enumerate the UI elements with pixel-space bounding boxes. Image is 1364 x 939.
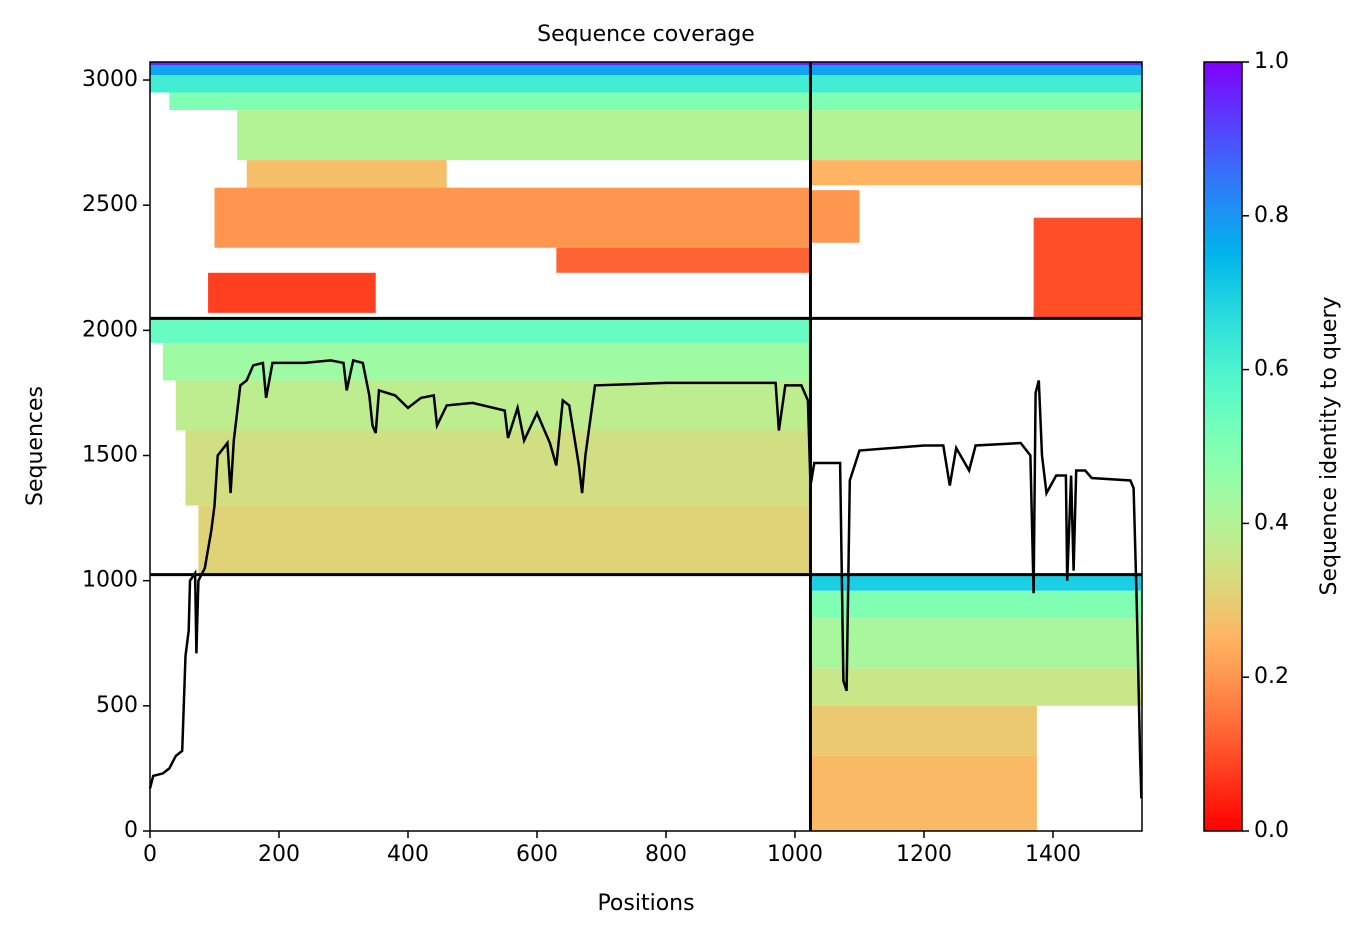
colorbar-tick-label: 0.6	[1254, 357, 1289, 382]
x-axis-label: Positions	[597, 891, 694, 916]
coverage-block	[169, 92, 1143, 111]
x-tick-label: 800	[645, 842, 687, 867]
x-tick-label: 0	[143, 842, 157, 867]
coverage-block	[162, 342, 811, 381]
coverage-block	[246, 160, 447, 191]
colorbar-label: Sequence identity to query	[1317, 296, 1342, 595]
colorbar-tick-label: 0.0	[1254, 818, 1289, 843]
x-tick-label: 1000	[767, 842, 823, 867]
colorbar-tick-label: 0.8	[1254, 203, 1289, 228]
y-tick-label: 1000	[82, 568, 138, 593]
y-tick-label: 500	[96, 693, 138, 718]
coverage-block	[810, 160, 1142, 186]
coverage-block	[810, 574, 1142, 591]
colorbar-tick-label: 1.0	[1254, 49, 1289, 74]
x-tick-label: 1400	[1025, 842, 1081, 867]
y-tick-label: 1500	[82, 443, 138, 468]
coverage-block	[150, 75, 1142, 93]
coverage-block	[175, 380, 811, 431]
coverage-block	[810, 618, 1142, 669]
coverage-block	[198, 505, 811, 575]
y-tick-label: 3000	[82, 67, 138, 92]
x-tick-label: 600	[516, 842, 558, 867]
x-tick-label: 400	[387, 842, 429, 867]
colorbar-tick-label: 0.4	[1254, 510, 1289, 535]
y-axis-label: Sequences	[23, 386, 48, 506]
coverage-block	[810, 190, 860, 243]
coverage-block	[214, 187, 811, 248]
coverage-block	[810, 705, 1037, 756]
y-tick-label: 0	[124, 818, 138, 843]
x-tick-label: 200	[258, 842, 300, 867]
y-tick-label: 2000	[82, 317, 138, 342]
coverage-block	[810, 668, 1142, 706]
chart-title: Sequence coverage	[537, 22, 755, 47]
x-tick-label: 1200	[896, 842, 952, 867]
coverage-block	[1033, 217, 1142, 318]
coverage-block	[150, 62, 1142, 66]
coverage-block	[150, 65, 1142, 76]
coverage-block	[150, 318, 811, 343]
coverage-line	[148, 358, 1143, 799]
coverage-block	[556, 247, 811, 273]
colorbar	[1203, 61, 1243, 832]
coverage-block	[810, 590, 1142, 619]
coverage-block	[208, 272, 376, 313]
plot-frame	[149, 61, 1143, 832]
coverage-block	[237, 110, 1143, 161]
colorbar-tick-label: 0.2	[1254, 664, 1289, 689]
coverage-block	[185, 430, 811, 506]
y-tick-label: 2500	[82, 192, 138, 217]
coverage-block	[810, 755, 1037, 831]
